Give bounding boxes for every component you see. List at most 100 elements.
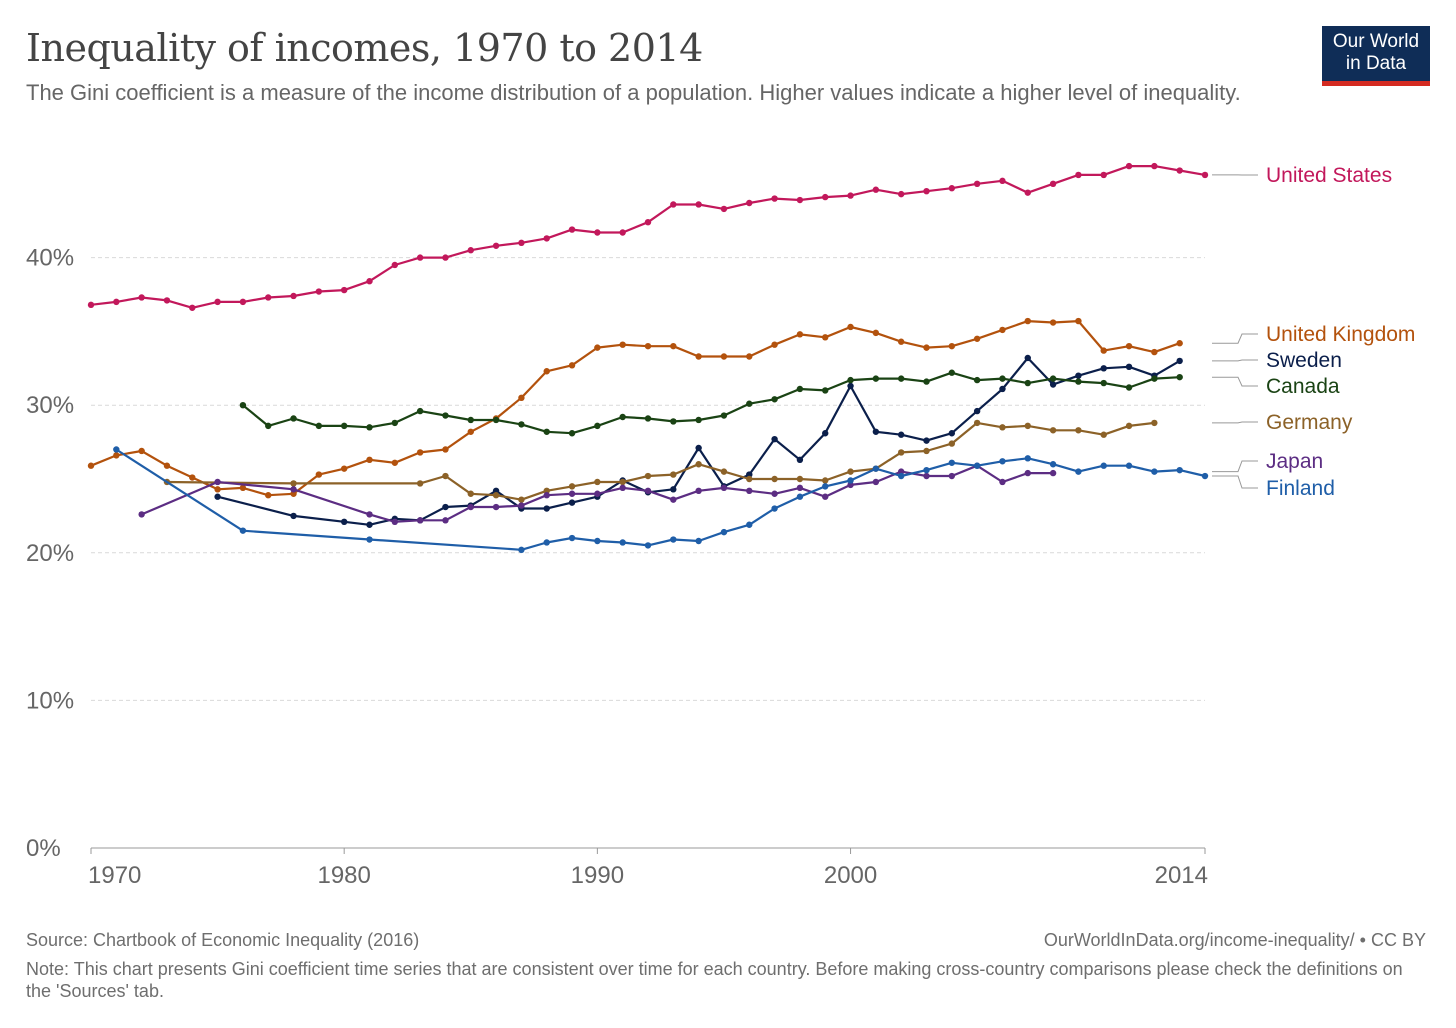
data-point — [518, 546, 525, 554]
data-point — [315, 422, 323, 430]
data-point — [290, 486, 297, 493]
data-point — [416, 517, 424, 524]
data-point — [771, 490, 778, 497]
data-point — [594, 422, 601, 430]
series-label-group: Finland — [1212, 475, 1335, 500]
data-point — [822, 387, 829, 394]
series-label-group: Germany — [1212, 411, 1353, 434]
data-point — [1176, 466, 1183, 474]
data-point — [1100, 347, 1107, 354]
x-tick-label: 2014 — [1155, 862, 1208, 889]
source-url-link[interactable]: OurWorldInData.org/income-inequality/ • … — [1043, 930, 1426, 950]
series-label: Sweden — [1266, 349, 1342, 372]
data-point — [594, 229, 601, 236]
data-point — [315, 288, 323, 295]
data-point — [442, 472, 449, 480]
data-point — [796, 385, 804, 393]
data-point — [1151, 162, 1158, 170]
series-line — [90, 165, 1206, 309]
series-japan — [138, 462, 1057, 526]
data-point — [973, 419, 981, 427]
data-point — [366, 424, 373, 431]
data-point — [1024, 189, 1031, 196]
data-point — [214, 486, 221, 493]
owid-logo[interactable]: Our World in Data — [1322, 26, 1430, 86]
data-point — [897, 449, 905, 456]
data-point — [366, 278, 373, 285]
data-point — [619, 341, 626, 348]
data-point — [619, 413, 626, 421]
data-point — [1049, 319, 1057, 326]
data-point — [1100, 365, 1107, 372]
data-point — [113, 452, 120, 459]
data-point — [822, 334, 829, 341]
data-point — [1125, 462, 1133, 469]
data-point — [771, 396, 778, 403]
logo-line-2: in Data — [1345, 53, 1407, 74]
data-point — [340, 465, 348, 472]
data-point — [746, 475, 753, 483]
data-point — [644, 472, 652, 480]
data-point — [973, 376, 981, 384]
data-point — [1049, 375, 1057, 382]
data-point — [1100, 171, 1107, 179]
data-point — [897, 472, 905, 480]
data-point — [948, 472, 956, 480]
data-point — [796, 475, 804, 483]
data-point — [1049, 180, 1057, 187]
data-point — [416, 480, 424, 487]
data-point — [872, 428, 880, 435]
data-point — [720, 353, 728, 360]
data-point — [923, 344, 930, 351]
data-point — [391, 261, 399, 269]
data-point — [340, 518, 348, 526]
data-point — [746, 353, 753, 360]
series-united-states — [87, 162, 1209, 311]
data-point — [568, 226, 576, 233]
data-point — [695, 537, 702, 545]
data-point — [872, 186, 880, 193]
series-label-group: Canada — [1212, 375, 1340, 398]
data-point — [619, 478, 626, 486]
data-point — [1151, 468, 1158, 475]
data-point — [771, 475, 778, 483]
data-point — [897, 468, 905, 475]
data-point — [1075, 171, 1082, 179]
data-point — [1075, 378, 1082, 385]
data-point — [897, 190, 905, 198]
data-point — [644, 218, 652, 226]
data-point — [1151, 419, 1158, 427]
data-point — [796, 456, 804, 464]
data-point — [87, 462, 95, 469]
data-point — [720, 412, 728, 419]
data-point — [340, 286, 348, 294]
data-point — [746, 487, 753, 495]
data-point — [948, 440, 956, 447]
data-point — [923, 447, 930, 455]
data-point — [670, 471, 677, 478]
y-tick-label: 20% — [26, 540, 74, 567]
series-sweden — [214, 354, 1183, 528]
data-point — [594, 478, 601, 486]
data-point — [1075, 317, 1082, 325]
data-point — [366, 511, 373, 518]
data-point — [1049, 381, 1057, 388]
data-point — [518, 421, 525, 428]
series-label: Germany — [1266, 411, 1353, 434]
data-point — [1176, 373, 1183, 381]
data-point — [518, 239, 525, 247]
data-point — [214, 478, 221, 486]
data-point — [847, 468, 854, 475]
data-point — [822, 430, 829, 437]
data-point — [568, 430, 576, 437]
data-point — [492, 503, 500, 511]
data-point — [366, 521, 373, 528]
data-point — [1125, 384, 1133, 391]
data-point — [492, 242, 500, 249]
data-point — [1075, 468, 1082, 475]
data-point — [290, 292, 297, 300]
data-point — [872, 375, 880, 382]
data-point — [999, 326, 1006, 334]
data-point — [265, 492, 272, 499]
data-point — [973, 407, 981, 415]
